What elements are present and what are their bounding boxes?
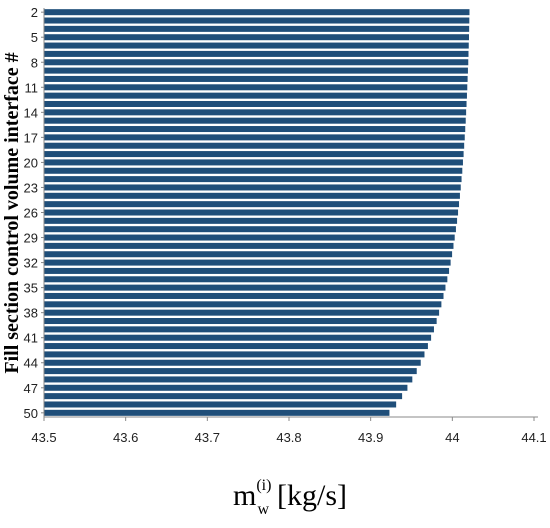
y-tick-labels: 2 5 8 11 14 17 20 23 26 29 32 35 38 41 44 47 50 [24,5,44,421]
bar-23 [44,184,461,191]
bar-38 [44,309,440,316]
x-axis-title-subscript: w [257,501,269,518]
y-tick-label: 50 [24,406,38,421]
y-axis-title: Fill section control volume interface # [1,52,23,373]
x-tick-label: 43.7 [195,430,220,445]
y-tick-label: 17 [24,130,38,145]
y-tick-label: 20 [24,155,38,170]
bar-46 [44,376,413,383]
bar-20 [44,159,463,166]
bar-9 [44,67,468,74]
x-tick-label: 44 [445,430,459,445]
bar-25 [44,201,460,208]
y-tick-label: 5 [31,30,38,45]
bar-3 [44,17,470,24]
bar-12 [44,92,467,99]
bar-27 [44,217,458,224]
bar-15 [44,117,466,124]
y-tick-label: 47 [24,381,38,396]
y-tick-label: 26 [24,206,38,221]
bar-47 [44,384,408,391]
bar-43 [44,351,425,358]
bar-6 [44,42,469,49]
bar-49 [44,401,397,408]
bar-14 [44,109,467,116]
bar-26 [44,209,459,216]
bar-29 [44,234,455,241]
y-tick-label: 29 [24,231,38,246]
bar-24 [44,192,460,199]
y-tick-label: 2 [31,5,38,20]
y-tick-label: 14 [24,105,38,120]
bar-33 [44,267,450,274]
bar-42 [44,343,428,350]
x-tick-label: 43.6 [113,430,138,445]
bar-37 [44,301,442,308]
bar-32 [44,259,451,266]
y-tick-label: 8 [31,55,38,70]
bar-41 [44,334,432,341]
bar-35 [44,284,446,291]
bar-34 [44,276,448,283]
bar-50 [44,409,390,416]
y-tick-label: 11 [25,80,39,95]
y-tick-label: 32 [24,256,38,271]
y-tick-label: 35 [24,281,38,296]
bar-16 [44,126,466,133]
bar-8 [44,59,469,66]
bar-31 [44,251,453,258]
x-tick-label: 43.8 [276,430,301,445]
x-axis-title-unit: [kg/s] [277,479,347,512]
x-tick-label: 44.1 [521,430,546,445]
bar-36 [44,292,444,299]
bar-21 [44,167,463,174]
bar-39 [44,318,437,325]
bar-22 [44,176,462,183]
bar-2 [44,9,470,16]
x-axis-title-base: m [233,479,256,512]
bar-10 [44,75,468,82]
y-tick-label: 38 [24,306,38,321]
x-tick-labels: 43.5 43.6 43.7 43.8 43.9 44 44.1 [31,417,547,445]
x-axis-title: m(i) w [kg/s] [233,477,347,518]
bar-44 [44,359,421,366]
bar-19 [44,151,464,158]
bar-4 [44,25,470,32]
bar-17 [44,134,465,141]
y-tick-label: 44 [24,356,38,371]
bar-13 [44,100,467,107]
bar-18 [44,142,465,149]
bar-28 [44,226,456,233]
bar-30 [44,242,454,249]
x-tick-label: 43.9 [358,430,383,445]
y-tick-label: 23 [24,180,38,195]
bar-40 [44,326,434,333]
x-tick-label: 43.5 [31,430,56,445]
bar-7 [44,50,469,57]
bar-11 [44,84,468,91]
bars-group [44,9,470,416]
bar-45 [44,368,417,375]
bar-5 [44,34,469,41]
y-tick-label: 41 [24,331,38,346]
bar-48 [44,393,403,400]
x-axis-title-superscript: (i) [256,477,271,494]
